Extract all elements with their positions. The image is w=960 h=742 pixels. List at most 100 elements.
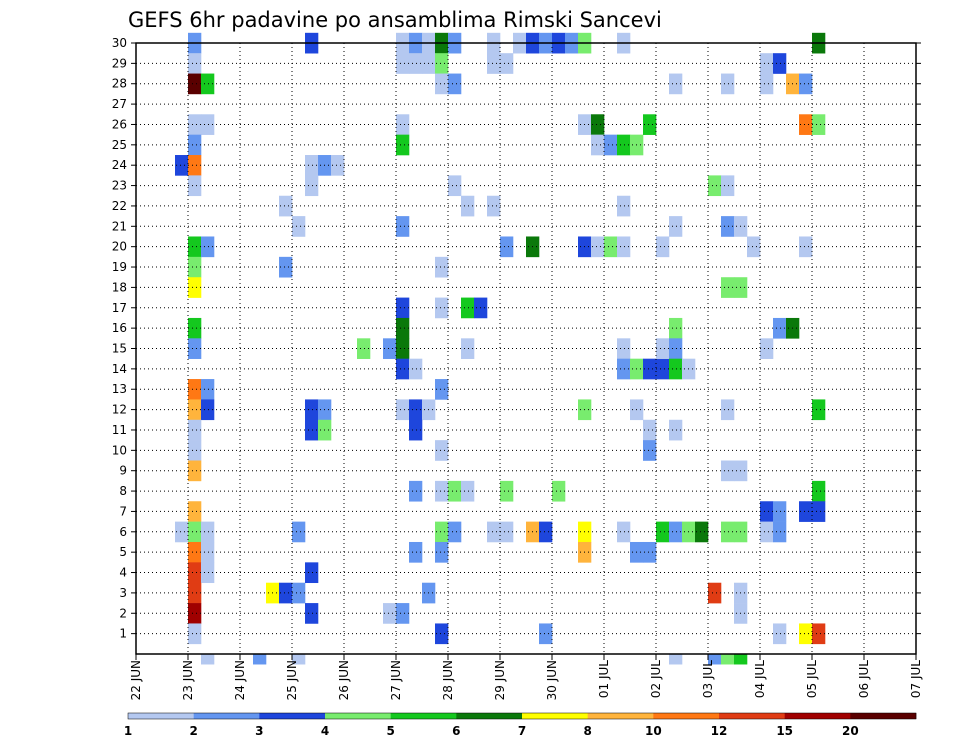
heatmap-cell (539, 623, 553, 645)
heatmap-cell (201, 541, 215, 563)
heatmap-cell (448, 175, 462, 197)
heatmap-cell (799, 501, 813, 522)
heatmap-cell (292, 216, 306, 237)
colorbar-label: 1 (124, 724, 132, 738)
heatmap-cell (643, 541, 657, 563)
heatmap-cell (409, 358, 423, 380)
heatmap-cell (708, 175, 722, 197)
heatmap-cell (188, 114, 202, 135)
heatmap-cell (305, 419, 319, 441)
heatmap-cell (721, 654, 735, 665)
colorbar-label: 6 (452, 724, 460, 738)
heatmap-cell (773, 501, 787, 522)
x-tick-label: 03 JUL (701, 660, 715, 698)
heatmap-cell (396, 603, 410, 624)
heatmap-cell (695, 521, 709, 543)
x-tick-label: 29 JUN (493, 660, 507, 700)
colorbar-swatch (850, 713, 917, 719)
heatmap-cell (669, 358, 683, 380)
heatmap-cell (188, 541, 202, 563)
heatmap-cell (617, 236, 631, 258)
heatmap-cell (760, 501, 774, 522)
colorbar-label: 12 (711, 724, 728, 738)
heatmap-cell (305, 399, 319, 421)
y-tick-label: 22 (112, 199, 127, 213)
y-tick-label: 11 (112, 423, 127, 437)
heatmap-cell (552, 480, 566, 502)
heatmap-cell (201, 562, 215, 584)
y-tick-label: 13 (112, 382, 127, 396)
x-tick-label: 04 JUL (753, 660, 767, 698)
heatmap-cell (721, 175, 735, 197)
y-tick-label: 29 (112, 56, 127, 70)
heatmap-cell (448, 73, 462, 95)
heatmap-cell (201, 521, 215, 543)
heatmap-cell (799, 114, 813, 135)
heatmap-cell (591, 114, 605, 135)
heatmap-cell (188, 623, 202, 645)
heatmap-cell (643, 114, 657, 135)
y-tick-label: 10 (112, 443, 127, 457)
heatmap-cell (396, 53, 410, 74)
y-tick-label: 3 (119, 586, 127, 600)
x-tick-label: 22 JUN (129, 660, 143, 700)
heatmap-cell (604, 134, 618, 156)
x-tick-label: 07 JUL (909, 660, 923, 698)
heatmap-cell (435, 256, 449, 278)
heatmap-cell (669, 73, 683, 95)
y-tick-label: 9 (119, 464, 127, 478)
heatmap-cell (305, 603, 319, 624)
heatmap-cell (461, 195, 475, 217)
heatmap-cell (188, 155, 202, 176)
heatmap-cell (188, 440, 202, 461)
heatmap-cell (188, 582, 202, 604)
heatmap-cell (305, 175, 319, 197)
x-tick-label: 01 JUL (597, 660, 611, 698)
colorbar-label: 8 (583, 724, 591, 738)
heatmap-cell (669, 216, 683, 237)
heatmap-cell (188, 134, 202, 156)
y-tick-label: 15 (112, 342, 127, 356)
heatmap-cell (812, 501, 826, 522)
colorbar-label: 5 (386, 724, 394, 738)
colorbar-label: 10 (645, 724, 662, 738)
heatmap-cell (305, 155, 319, 176)
y-tick-label: 23 (112, 179, 127, 193)
heatmap-cell (188, 460, 202, 482)
heatmap-cell (396, 134, 410, 156)
heatmap-cell (188, 521, 202, 543)
heatmap-cell (396, 297, 410, 319)
heatmap-cell (409, 541, 423, 563)
heatmap-cell (279, 195, 293, 217)
heatmap-cell (188, 73, 202, 95)
heatmap-cell (591, 236, 605, 258)
y-tick-label: 21 (112, 219, 127, 233)
heatmap-cell (396, 216, 410, 237)
heatmap-cell (721, 460, 735, 482)
heatmap-cell (500, 53, 514, 74)
heatmap-cell (708, 582, 722, 604)
heatmap-cell (799, 73, 813, 95)
heatmap-cell (201, 399, 215, 421)
y-tick-label: 14 (112, 362, 127, 376)
heatmap-cell (188, 277, 202, 298)
heatmap-cell (461, 297, 475, 319)
axes: 1234567891011121314151617181920212223242… (112, 36, 923, 700)
heatmap-cell (799, 623, 813, 645)
heatmap-cell (669, 521, 683, 543)
heatmap-cell (721, 521, 735, 543)
heatmap-cell (487, 53, 501, 74)
heatmap-cell (396, 114, 410, 135)
heatmap-cell (435, 623, 449, 645)
x-tick-label: 23 JUN (181, 660, 195, 700)
heatmap-cell (188, 256, 202, 278)
heatmap-cell (175, 521, 189, 543)
heatmap-cell (383, 338, 397, 359)
heatmap-cell (656, 521, 670, 543)
heatmap-cell (188, 501, 202, 522)
heatmap-cell (734, 654, 748, 665)
heatmap-cell (656, 338, 670, 359)
heatmap-cell (760, 521, 774, 543)
heatmap-cell (188, 603, 202, 624)
heatmap-cell (201, 654, 215, 665)
